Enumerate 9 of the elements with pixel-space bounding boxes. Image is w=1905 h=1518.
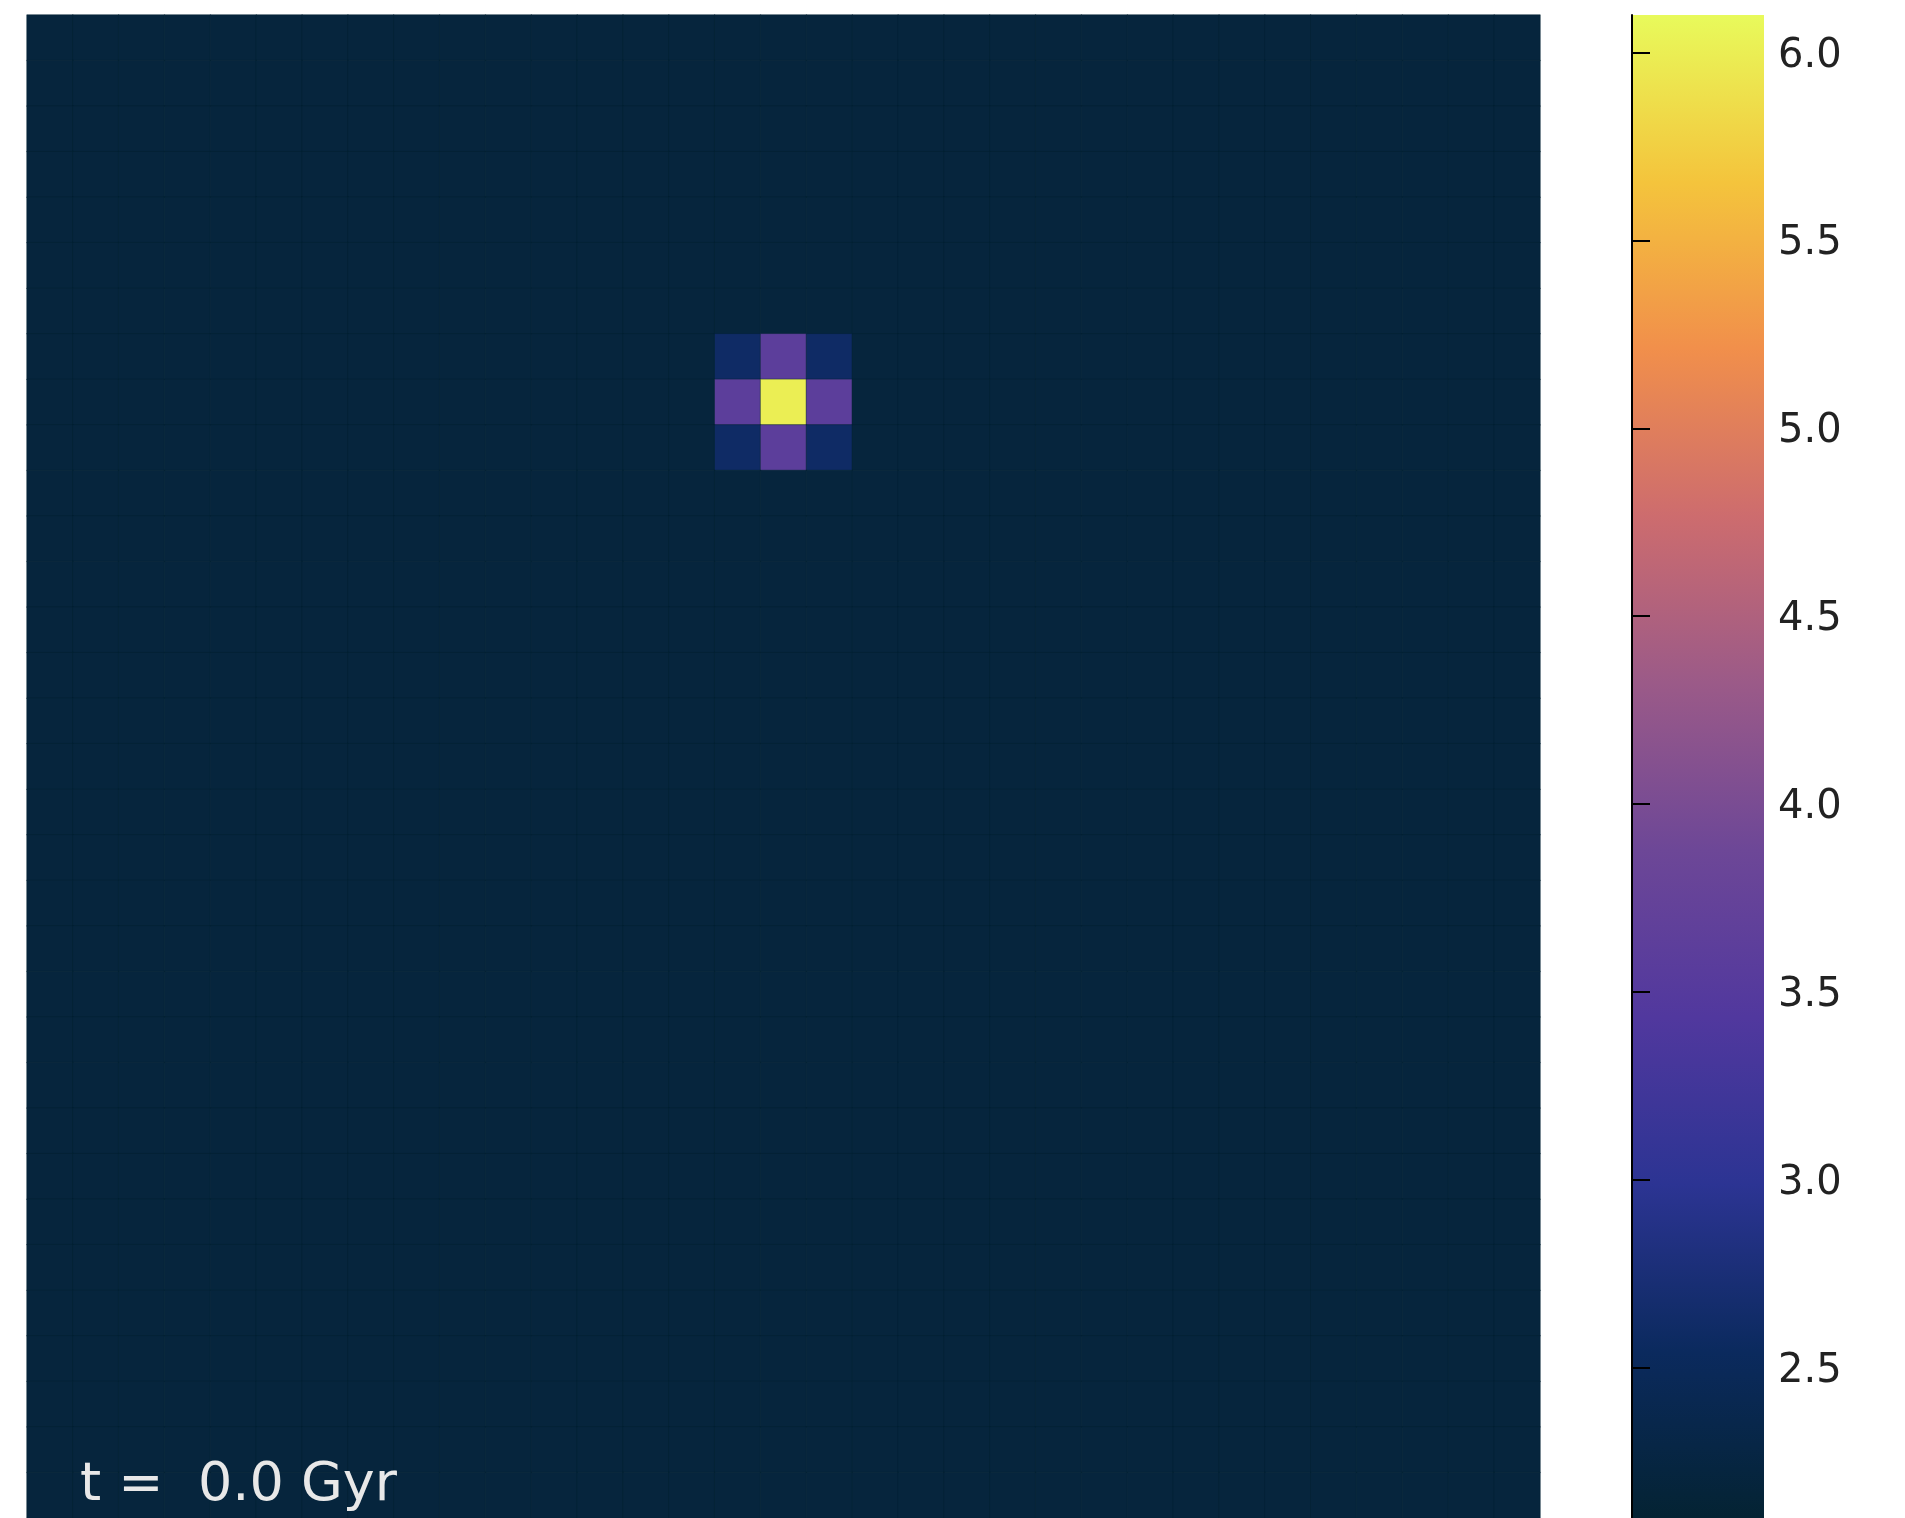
color-bar-label: 5.5 bbox=[1778, 217, 1842, 264]
annotation: t = 0.0 Gyr bbox=[80, 1449, 398, 1513]
color-bar-label: 3.0 bbox=[1778, 1156, 1842, 1203]
color-bar-label: 4.0 bbox=[1778, 781, 1842, 828]
color-bar-label: 5.0 bbox=[1778, 405, 1842, 452]
color-bar-label: 6.0 bbox=[1778, 29, 1842, 76]
color-bar-label: 4.5 bbox=[1778, 593, 1842, 640]
color-bar-label: 2.5 bbox=[1778, 1344, 1842, 1391]
color-bar-label: 3.5 bbox=[1778, 968, 1842, 1015]
